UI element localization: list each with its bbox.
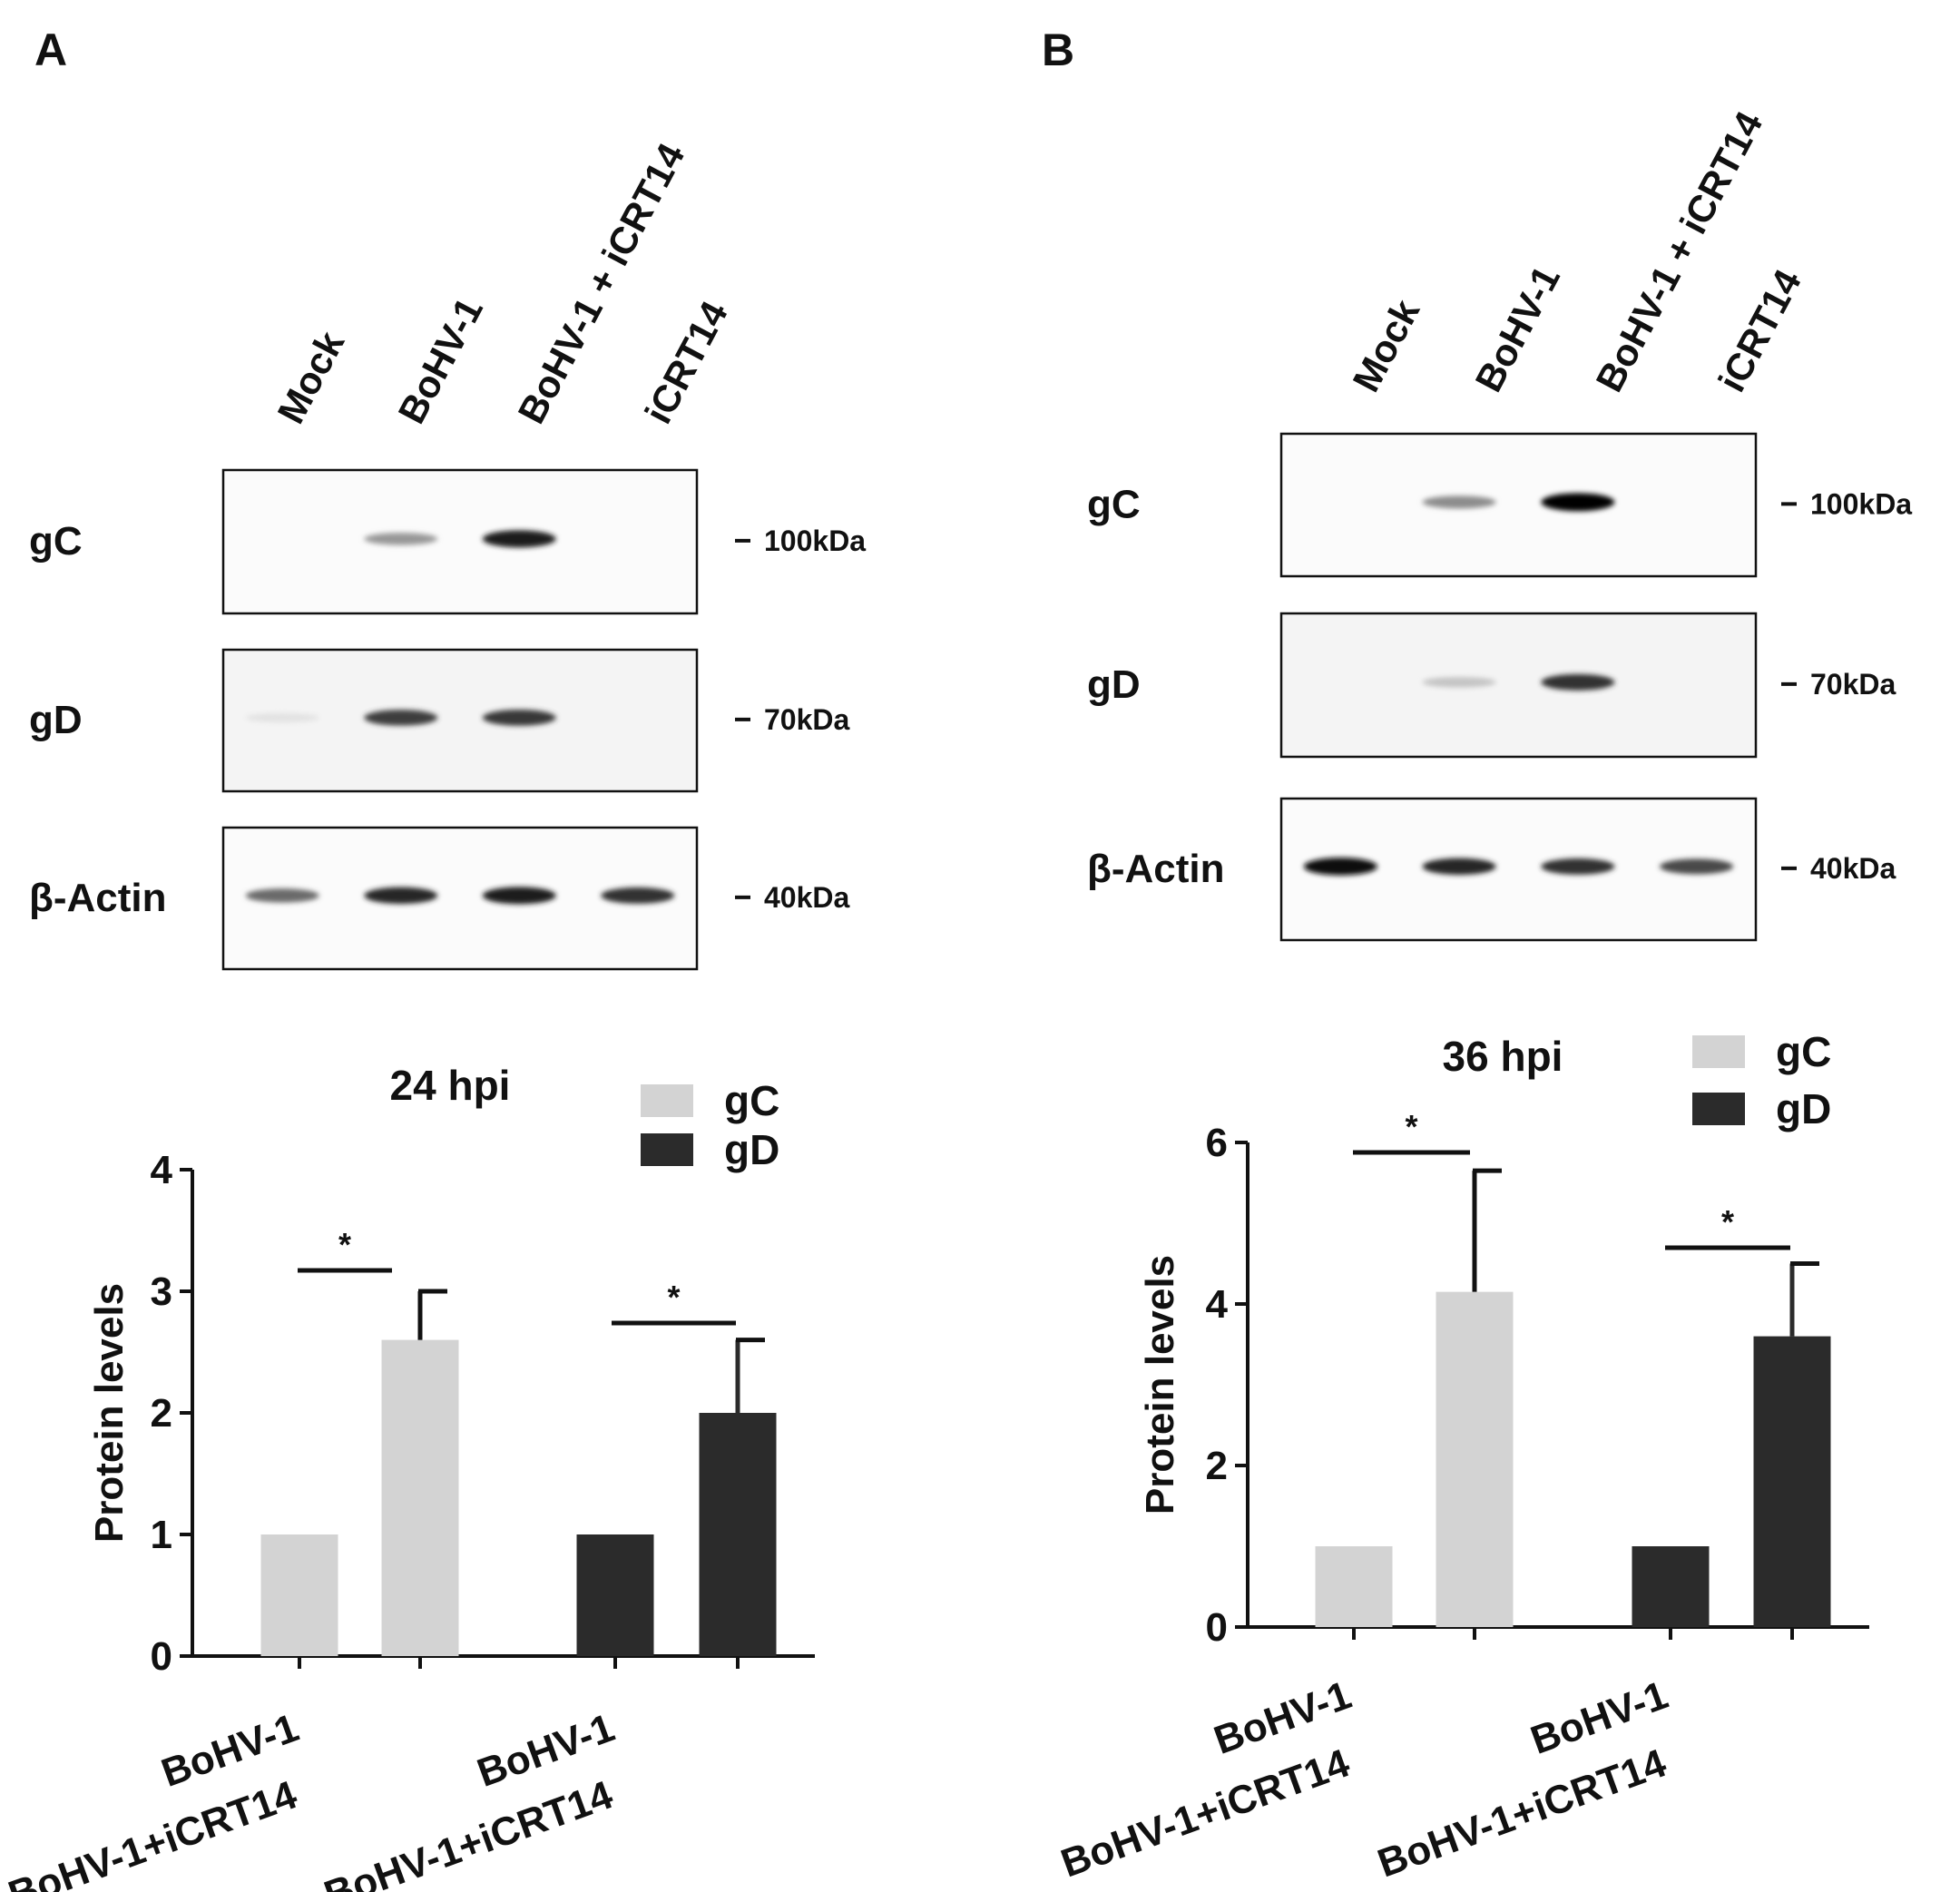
marker-label: 40kDa [1810, 852, 1896, 885]
bar-gc [260, 1534, 338, 1656]
x-tick-label: BoHV-1+iCRT14 [1372, 1740, 1672, 1886]
panel-letter: A [34, 25, 67, 75]
y-tick-label: 0 [1206, 1605, 1228, 1650]
y-tick-label: 3 [151, 1270, 172, 1314]
x-tick-label: BoHV-1+iCRT14 [1055, 1740, 1356, 1886]
legend-swatch [641, 1084, 693, 1117]
x-tick-label: BoHV-1+iCRT14 [318, 1772, 619, 1892]
bar-gc [1315, 1546, 1393, 1627]
y-tick-label: 6 [1206, 1121, 1228, 1165]
lane-label: iCRT14 [1710, 262, 1809, 398]
blot-band [1303, 858, 1377, 876]
blot-band [245, 888, 319, 903]
blot-band [1422, 858, 1496, 876]
blot-band [482, 887, 556, 905]
significance-star: * [1405, 1108, 1417, 1145]
bar-gc [381, 1339, 459, 1656]
legend-swatch [641, 1133, 693, 1166]
blot-protein-label: gC [29, 519, 83, 564]
blot-band [482, 709, 556, 726]
legend-swatch [1692, 1093, 1745, 1125]
lane-label: Mock [1344, 292, 1427, 398]
legend-label: gC [724, 1077, 779, 1124]
chart-title: 24 hpi [390, 1062, 511, 1109]
legend-swatch [1692, 1035, 1745, 1068]
blot-protein-label: β-Actin [29, 876, 167, 920]
marker-label: 100kDa [1810, 487, 1912, 520]
panel-letter: B [1042, 25, 1074, 75]
marker-label: 70kDa [1810, 668, 1896, 701]
blot-frame [1279, 612, 1758, 759]
y-axis-label: Protein levels [87, 1283, 132, 1543]
blot-band [601, 887, 675, 904]
significance-star: * [338, 1226, 351, 1263]
blot-band [245, 712, 319, 722]
lane-label: iCRT14 [636, 294, 736, 430]
blot-band [1541, 493, 1615, 512]
blot-band [364, 533, 438, 545]
blot-protein-label: gD [29, 698, 83, 742]
blot-band [1422, 495, 1496, 509]
blot-band [1422, 677, 1496, 688]
legend-label: gD [724, 1126, 779, 1173]
blot-protein-label: gC [1087, 483, 1141, 527]
blot-frame [221, 468, 699, 615]
marker-label: 100kDa [764, 524, 866, 557]
blot-band [364, 710, 438, 726]
blot-frame [1279, 432, 1758, 578]
legend-label: gD [1776, 1085, 1831, 1132]
blot-band [1541, 673, 1615, 691]
lane-label: Mock [269, 324, 352, 430]
blot-band [364, 887, 438, 905]
y-tick-label: 2 [1206, 1444, 1228, 1488]
significance-star: * [667, 1279, 680, 1316]
bar-gd [699, 1413, 777, 1656]
y-tick-label: 2 [151, 1391, 172, 1436]
legend-label: gC [1776, 1028, 1831, 1075]
x-tick-label: BoHV-1+iCRT14 [3, 1772, 303, 1892]
blot-band [482, 530, 556, 548]
bar-gd [1632, 1546, 1710, 1627]
y-axis-label: Protein levels [1138, 1255, 1182, 1515]
marker-label: 70kDa [764, 703, 850, 736]
lane-label: BoHV-1 [1466, 259, 1568, 398]
y-tick-label: 0 [151, 1634, 172, 1679]
chart-title: 36 hpi [1443, 1033, 1563, 1080]
y-tick-label: 4 [1206, 1282, 1229, 1327]
bar-gd [1753, 1336, 1831, 1627]
blot-protein-label: β-Actin [1087, 847, 1225, 891]
bar-gc [1436, 1291, 1514, 1627]
marker-label: 40kDa [764, 881, 850, 914]
bar-gd [576, 1534, 654, 1656]
significance-star: * [1721, 1203, 1734, 1240]
lane-label: BoHV-1 [389, 290, 491, 430]
y-tick-label: 1 [151, 1513, 172, 1557]
y-tick-label: 4 [151, 1148, 173, 1192]
blot-band [1541, 858, 1615, 875]
blot-band [1660, 858, 1734, 875]
blot-protein-label: gD [1087, 662, 1141, 707]
